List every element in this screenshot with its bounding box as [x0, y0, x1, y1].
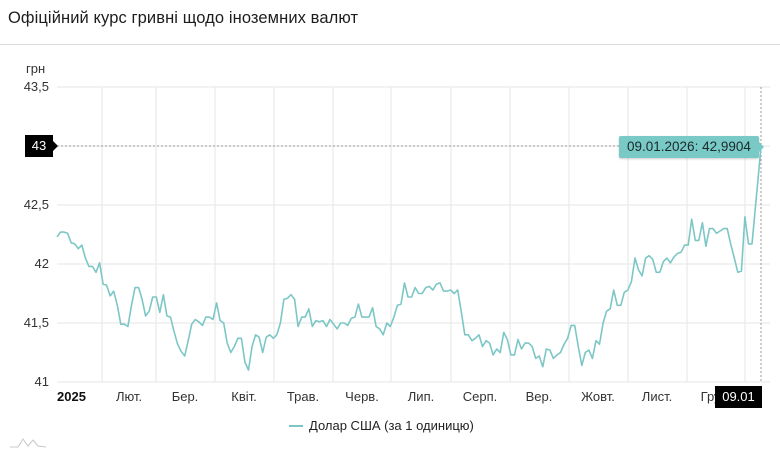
chart-library-logo-icon: [10, 438, 47, 448]
x-tick: Лип.: [407, 389, 435, 404]
title-divider: [0, 44, 780, 45]
series-line-usd[interactable]: [56, 147, 762, 372]
y-tick: 43,5: [23, 79, 49, 94]
x-tick: Квіт.: [231, 389, 257, 404]
page-title: Офіційний курс гривні щодо іноземних вал…: [8, 9, 359, 27]
y-tick: 42: [34, 256, 49, 271]
x-tick: Серп.: [462, 389, 498, 404]
y-axis-unit: грн: [26, 61, 46, 76]
x-tick: Черв.: [345, 389, 379, 404]
data-point-tooltip: 09.01.2026: 42,9904: [619, 136, 764, 158]
x-tick: Трав.: [286, 389, 320, 404]
y-tick: 42,5: [23, 197, 49, 212]
legend-series-swatch: [289, 424, 303, 427]
legend-series-label[interactable]: Долар США (за 1 одиницю): [309, 418, 474, 433]
x-tick: Бер.: [171, 389, 199, 404]
x-tick: Вер.: [525, 389, 553, 404]
y-crosshair-label: 43: [25, 135, 58, 157]
x-tick-year: 2025: [57, 389, 86, 404]
x-crosshair-label: 09.01: [715, 386, 762, 408]
x-tick: Жовт.: [581, 389, 615, 404]
chart-legend[interactable]: Долар США (за 1 одиницю): [289, 418, 474, 433]
y-tick: 41: [34, 374, 49, 389]
x-tick: Лют.: [115, 389, 143, 404]
x-tick: Лист.: [641, 389, 673, 404]
y-tick: 41,5: [23, 315, 49, 330]
